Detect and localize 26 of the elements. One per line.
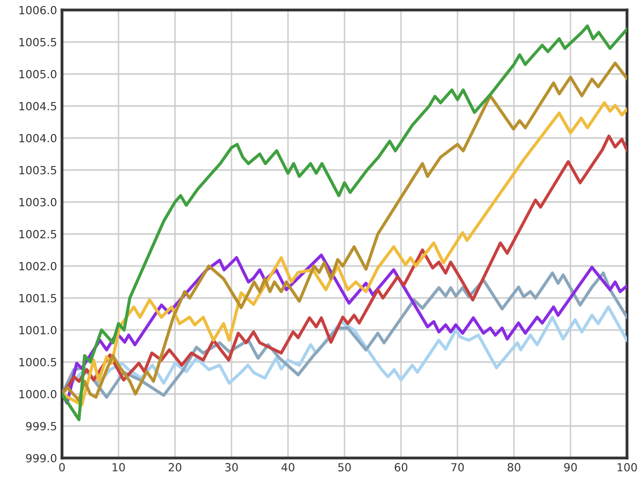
y-tick-label: 1003.5 [19,166,56,174]
x-tick-label: 20 [168,463,182,472]
y-tick-label: 1001.5 [19,294,56,302]
y-tick-label: 999.0 [26,454,56,462]
y-tick-label: 1002.5 [19,230,56,238]
y-tick-label: 1005.0 [19,70,56,78]
y-tick-label: 1000.0 [19,390,56,398]
x-tick-label: 90 [564,463,577,472]
y-tick-label: 1002.0 [19,262,56,270]
x-tick-label: 30 [225,463,238,472]
y-tick-label: 1004.0 [19,134,56,142]
y-tick-label: 1000.5 [19,358,56,366]
x-tick-label: 40 [281,463,294,472]
y-tick-label: 1003.0 [19,198,56,206]
x-tick-label: 80 [508,463,520,472]
x-tick-label: 0 [59,463,65,472]
y-tick-label: 1001.0 [19,326,56,334]
x-tick-label: 60 [394,463,408,472]
x-tick-label: 50 [338,463,351,472]
y-tick-label: 999.5 [26,422,56,430]
x-tick-label: 70 [451,463,464,472]
y-tick-label: 1005.5 [19,38,56,46]
y-tick-label: 1004.5 [19,102,56,110]
x-tick-label: 10 [112,463,125,472]
y-tick-label: 1006.0 [19,6,56,14]
x-tick-label: 100 [618,463,637,472]
